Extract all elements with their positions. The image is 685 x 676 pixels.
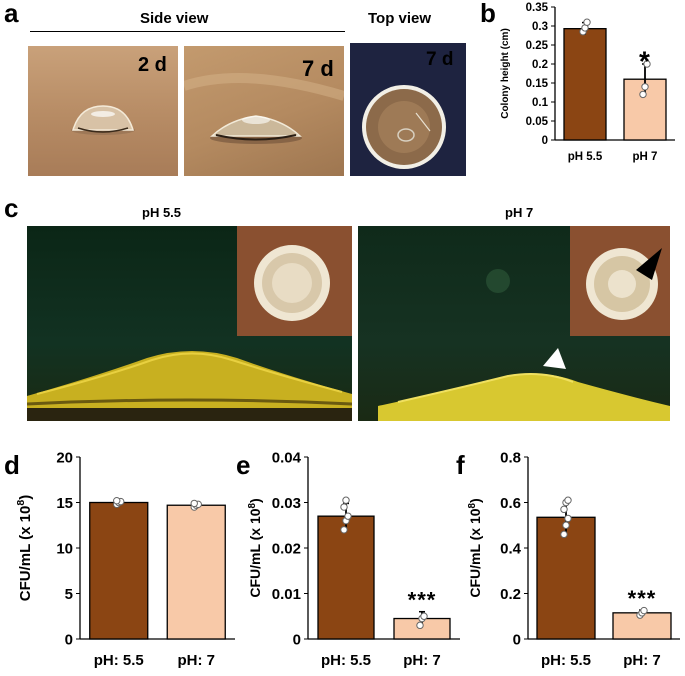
side-view-rule: [30, 31, 345, 32]
black-arrowhead-icon: [636, 248, 662, 280]
y-axis-label: CFU/mL (x 108): [467, 498, 484, 597]
y-tick-label: 0: [65, 631, 73, 648]
panel-label-f: f: [456, 450, 465, 480]
y-tick-label: 0.03: [272, 495, 301, 512]
chart-e: 0 0.01 0.02 0.03 0.04 CFU/mL (x 108) pH: 5.5 **…: [247, 449, 460, 669]
data-point: [564, 514, 572, 523]
y-axis-label: Colony height (cm): [500, 28, 511, 119]
y-tick-label: 0.2: [532, 59, 548, 71]
category-label: pH: 5.5: [94, 652, 144, 669]
bar: [89, 501, 149, 640]
side-view-2d-photo: 2 d: [28, 46, 178, 176]
y-tick-label: 0: [513, 631, 521, 648]
white-arrowhead-icon: [543, 348, 566, 369]
ph-7-inset-photo: [570, 226, 670, 336]
category-label: pH: 7: [403, 652, 441, 669]
data-point: [641, 83, 649, 91]
y-tick-label: 0.3: [532, 21, 548, 33]
y-tick-label: 0.15: [526, 78, 549, 90]
panel-label-e: e: [236, 450, 251, 480]
y-tick-label: 0.2: [500, 586, 521, 603]
ph-5-5-colony-image: [27, 351, 352, 421]
y-axis-label: CFU/mL (x 108): [247, 498, 264, 597]
y-tick-label: 0.25: [526, 40, 549, 52]
panel-label-d: d: [4, 450, 20, 480]
y-tick-label: 0.8: [500, 449, 521, 466]
category-label: pH: 7: [178, 652, 216, 669]
data-point: [344, 512, 352, 520]
ph-5-5-title: pH 5.5: [142, 205, 182, 220]
y-tick-label: 5: [65, 586, 73, 603]
ph-7-inset-colony-image: [586, 248, 662, 320]
colony-7d-side-image: [184, 73, 344, 144]
y-tick-label: 10: [56, 540, 73, 557]
data-point: [643, 60, 651, 68]
chart-d: 0 5 10 15 20 CFU/mL (x 108) pH: 5.5 pH: 7: [15, 449, 235, 669]
panel-label-a: a: [4, 0, 19, 28]
y-tick-label: 0.4: [500, 540, 522, 557]
panel-label-c: c: [4, 193, 19, 223]
y-tick-label: 0.02: [272, 540, 301, 557]
bar: [166, 504, 226, 640]
data-point: [190, 499, 198, 508]
chart-b: 0 0.05 0.1 0.15 0.2 0.25 0.3 0.35 Colony height …: [500, 2, 675, 163]
significance-marker: ***: [628, 586, 657, 611]
category-label: pH: 5.5: [321, 652, 371, 669]
ph-7-colony-photo: [358, 226, 670, 421]
data-point: [639, 90, 647, 99]
significance-marker: *: [639, 46, 651, 77]
y-tick-label: 0.04: [272, 449, 302, 466]
ph-7-title: pH 7: [505, 205, 534, 220]
ph-5-5-inset-colony-image: [254, 245, 330, 321]
day-7-side-label: 7 d: [302, 56, 334, 81]
side-view-7d-photo: 7 d: [184, 46, 344, 176]
ph-7-colony-image: [378, 269, 670, 421]
data-point: [562, 521, 570, 529]
y-tick-label: 0.05: [526, 116, 549, 128]
data-point: [564, 496, 572, 504]
bar: [536, 516, 596, 640]
ph-5-5-inset-photo: [237, 226, 352, 336]
y-tick-label: 0.01: [272, 586, 301, 603]
top-view-7d-photo: 7 d: [350, 43, 466, 176]
y-tick-label: 0: [293, 631, 301, 648]
colony-7d-top-image: [362, 85, 446, 169]
data-point: [560, 530, 568, 539]
data-point: [583, 18, 591, 26]
bar: [317, 515, 375, 640]
data-point: [113, 496, 121, 505]
data-point: [420, 612, 428, 620]
top-view-label: Top view: [368, 10, 432, 27]
y-tick-label: 0.1: [532, 97, 549, 109]
significance-marker: ***: [408, 588, 437, 613]
panel-label-b: b: [480, 0, 496, 28]
day-2-label: 2 d: [138, 54, 167, 76]
y-tick-label: 0.6: [500, 495, 521, 512]
y-tick-label: 0.35: [526, 2, 549, 14]
data-point: [560, 505, 568, 514]
data-point: [340, 526, 348, 534]
day-7-top-label: 7 d: [426, 49, 454, 70]
data-point: [640, 606, 648, 615]
ph-5-5-colony-photo: [27, 226, 352, 421]
bar: [563, 28, 607, 141]
y-axis-label: CFU/mL (x 108): [15, 495, 34, 601]
side-view-label: Side view: [140, 10, 209, 27]
category-label: pH: 7: [623, 652, 661, 669]
category-label: pH: 5.5: [541, 652, 591, 669]
data-point: [340, 503, 348, 511]
data-point: [342, 496, 350, 504]
category-label: pH 7: [633, 151, 658, 163]
colony-2d-image: [71, 105, 135, 135]
y-tick-label: 20: [56, 449, 73, 466]
y-tick-label: 0: [542, 135, 548, 147]
data-point: [416, 621, 424, 630]
category-label: pH 5.5: [568, 151, 603, 163]
chart-f: 0 0.2 0.4 0.6 0.8 CFU/mL (x 108) pH: 5.5 *** pH:…: [467, 449, 680, 669]
y-tick-label: 15: [56, 495, 73, 512]
